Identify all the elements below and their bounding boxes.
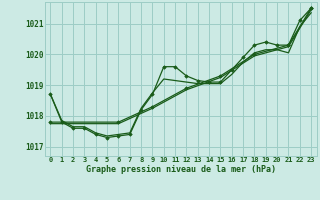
X-axis label: Graphe pression niveau de la mer (hPa): Graphe pression niveau de la mer (hPa) <box>86 165 276 174</box>
